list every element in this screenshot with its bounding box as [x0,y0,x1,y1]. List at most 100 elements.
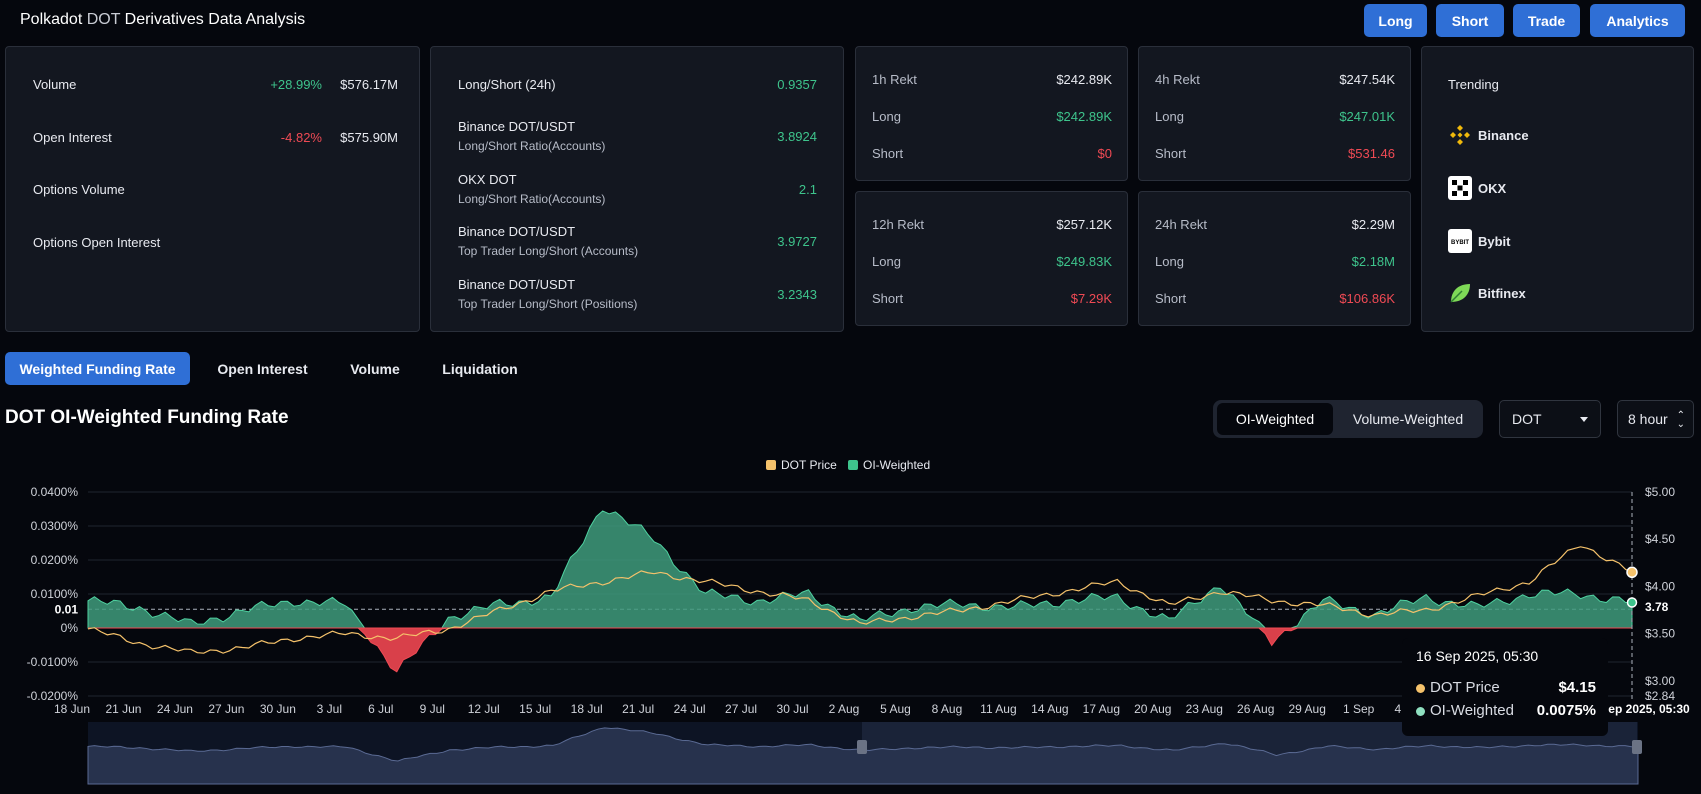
oi-weighted-option[interactable]: OI-Weighted [1217,403,1333,435]
tab-weighted-funding-rate[interactable]: Weighted Funding Rate [5,352,190,385]
funding-rate-chart[interactable]: DOT Price OI-Weighted 0.0400% 0.0300% 0.02… [0,452,1701,792]
x-tick-label: 1 Sep [1343,702,1375,716]
overview-value: $575.90M [340,130,398,145]
rekt-short: $106.86K [1339,291,1395,306]
rekt-long: $247.01K [1339,109,1395,124]
x-tick-label: 3 Jul [317,702,342,716]
page-title: Polkadot DOT Derivatives Data Analysis [20,11,306,28]
interval-select-value: 8 hour [1628,411,1668,427]
x-tick-label: 12 Jul [468,702,500,716]
rekt-total: $247.54K [1339,72,1395,87]
ratio-value: 2.1 [798,182,817,197]
rekt-card-24h: 24h Rekt $2.29M Long $2.18M Short $106.8… [1138,191,1411,326]
tooltip-date: 16 Sep 2025, 05:30 [1416,648,1539,664]
x-tick-label: 30 Jul [777,702,809,716]
left-tick-label: 0.0400% [31,485,79,499]
bybit-icon: BYBIT [1448,229,1472,253]
price-line [87,546,1633,654]
x-tick-label: 14 Aug [1031,702,1068,716]
tab-open-interest[interactable]: Open Interest [217,360,308,377]
overview-label: Options Open Interest [33,235,161,250]
symbol-select-value: DOT [1512,411,1542,427]
x-tick-label: 29 Aug [1289,702,1326,716]
oi-negative-area [88,627,1632,673]
chart-tooltip: 16 Sep 2025, 05:30 DOT Price $4.15 OI-We… [1402,638,1608,736]
ratio-title: Binance DOT/USDT [458,224,576,239]
range-navigator[interactable] [87,722,1642,785]
x-tick-label: 21 Jun [105,702,141,716]
ratio-subtitle: Top Trader Long/Short (Positions) [458,297,638,311]
trending-item-label: Bitfinex [1478,286,1526,301]
top-bar: Polkadot DOT Derivatives Data Analysis L… [0,0,1701,42]
oi-weighted-series [87,510,1633,673]
tab-volume[interactable]: Volume [350,360,400,377]
price-marker [1626,566,1638,579]
left-tick-label: 0.0300% [31,519,79,533]
overview-label: Open Interest [33,130,112,145]
tooltip-price-value: $4.15 [1558,679,1596,696]
oi-dot-icon [1416,707,1425,716]
symbol-select[interactable]: DOT [1499,400,1601,438]
oi-marker [1626,597,1638,608]
overview-label: Volume [33,77,77,92]
tooltip-price-label: DOT Price [1430,679,1500,696]
long-button[interactable]: Long [1364,4,1427,37]
rekt-short: $7.29K [1070,291,1112,306]
chart-legend: DOT Price OI-Weighted [766,458,930,472]
tab-liquidation[interactable]: Liquidation [442,360,518,377]
rekt-short-label: Short [1155,291,1187,306]
ratio-subtitle: Long/Short Ratio(Accounts) [458,139,606,153]
right-tick-label: $3.50 [1645,627,1675,641]
x-tick-label: 18 Jul [571,702,603,716]
weighting-toggle: OI-Weighted Volume-Weighted [1213,400,1483,438]
legend-label-oi: OI-Weighted [863,458,930,472]
trending-item-okx[interactable]: OKX [1448,176,1648,202]
trending-item-label: Bybit [1478,234,1511,249]
x-tick-label: 23 Aug [1186,702,1223,716]
volume-weighted-option[interactable]: Volume-Weighted [1352,411,1464,427]
trending-item-bybit[interactable]: BYBIT Bybit [1448,229,1648,255]
ratio-subtitle: Long/Short Ratio(Accounts) [458,192,606,206]
right-tick-label: $3.00 [1645,674,1675,688]
x-tick-label: 24 Jul [674,702,706,716]
right-axis: $5.00 $4.50 $4.00 3.78 $3.50 $3.00$2.84 [1645,485,1675,703]
analytics-button[interactable]: Analytics [1590,4,1685,37]
ratio-subtitle: Top Trader Long/Short (Accounts) [458,244,639,258]
rekt-long-label: Long [1155,254,1184,269]
trending-item-binance[interactable]: Binance [1448,123,1648,149]
ratio-value: 3.8924 [777,129,817,144]
navigator-handle-right [1632,740,1642,754]
ratio-title: Binance DOT/USDT [458,277,576,292]
overview-label: Options Volume [33,182,125,197]
x-tick-label: 15 Jul [519,702,551,716]
legend-label-price: DOT Price [781,458,837,472]
oi-positive-area [87,510,1633,629]
x-tick-label: 21 Jul [622,702,654,716]
x-tick-label: 27 Jul [725,702,757,716]
crosshair-label-bg [1600,700,1690,718]
ratios-card: Long/Short (24h) 0.9357 Binance DOT/USDT… [430,46,844,332]
right-tick-label: $5.00 [1645,485,1675,499]
x-tick-label: 2 Aug [829,702,860,716]
trade-button[interactable]: Trade [1513,4,1580,37]
x-tick-label: 17 Aug [1083,702,1120,716]
rekt-period: 12h Rekt [872,217,925,232]
right-tick-label: $4.50 [1645,532,1675,546]
short-button[interactable]: Short [1436,4,1504,37]
rekt-period: 4h Rekt [1155,72,1200,87]
interval-select[interactable]: 8 hour ⌃ ⌄ [1617,400,1694,438]
x-tick-label: 26 Aug [1237,702,1274,716]
trending-item-label: Binance [1478,128,1529,143]
legend-swatch-oi [848,460,858,470]
rekt-long-label: Long [1155,109,1184,124]
trending-item-bitfinex[interactable]: Bitfinex [1448,281,1648,307]
binance-icon [1450,125,1470,145]
tooltip-oi-value: 0.0075% [1536,702,1596,719]
trending-item-label: OKX [1478,181,1507,196]
ratio-value: 3.9727 [777,234,817,249]
right-tick-label: 3.78 [1645,600,1669,614]
rekt-long: $249.83K [1056,254,1112,269]
left-tick-label: 0.01 [55,602,79,616]
ratio-title: OKX DOT [458,172,517,187]
rekt-period: 24h Rekt [1155,217,1208,232]
